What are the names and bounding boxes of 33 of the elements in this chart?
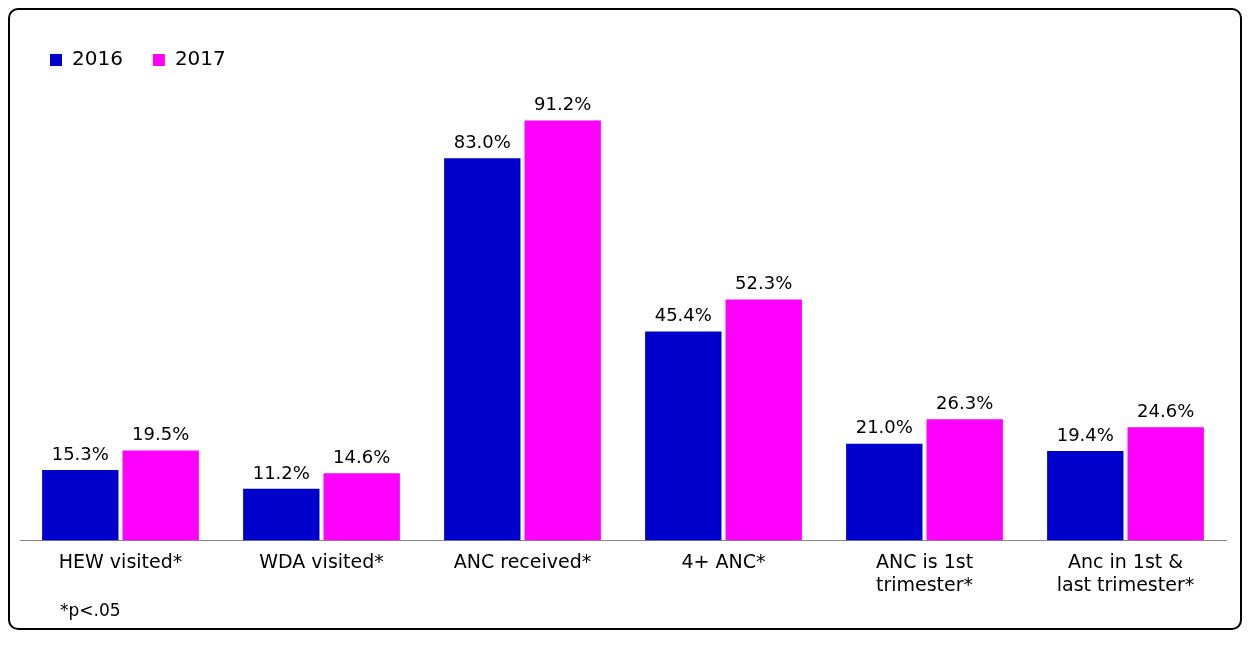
data-label: 11.2% xyxy=(252,461,310,483)
x-tick-label: ANC received* xyxy=(453,549,592,572)
x-tick-label: 4+ ANC* xyxy=(681,549,766,572)
x-tick-label: Anc in 1st & last trimester* xyxy=(1056,549,1195,595)
data-label: 45.4% xyxy=(654,304,712,326)
data-label: 91.2% xyxy=(534,93,592,115)
x-tick-label: WDA visited* xyxy=(259,549,384,572)
data-label: 24.6% xyxy=(1137,399,1195,421)
bar xyxy=(42,469,119,541)
bar xyxy=(645,331,722,541)
data-label: 52.3% xyxy=(735,272,793,294)
x-tick-label: ANC is 1st trimester* xyxy=(875,549,974,595)
data-label: 21.0% xyxy=(855,416,913,438)
bar xyxy=(1127,427,1204,541)
legend-label: 2016 xyxy=(72,46,123,71)
legend-label: 2017 xyxy=(174,46,226,71)
bar xyxy=(725,299,802,541)
bar xyxy=(926,419,1003,541)
bar xyxy=(524,120,601,541)
bar xyxy=(444,158,521,541)
data-label: 83.0% xyxy=(453,130,511,152)
bar xyxy=(323,473,400,541)
bar xyxy=(846,443,923,541)
text: *p<.05 xyxy=(59,600,122,622)
bar xyxy=(122,450,199,541)
bar xyxy=(243,488,320,541)
data-label: 15.3% xyxy=(51,442,109,464)
data-label: 14.6% xyxy=(333,445,391,467)
x-tick-label: HEW visited* xyxy=(58,549,183,572)
data-label: 19.4% xyxy=(1056,423,1114,445)
bar xyxy=(1047,451,1124,541)
data-label: 26.3% xyxy=(936,391,994,413)
data-label: 19.5% xyxy=(132,423,190,445)
